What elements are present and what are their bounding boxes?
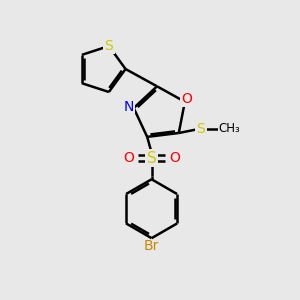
Text: O: O — [181, 92, 192, 106]
Text: S: S — [196, 122, 205, 136]
Text: S: S — [147, 151, 157, 166]
Text: O: O — [169, 151, 180, 165]
Text: O: O — [123, 151, 134, 165]
Text: Br: Br — [144, 239, 159, 254]
Text: N: N — [123, 100, 134, 114]
Text: S: S — [104, 39, 113, 53]
Text: CH₃: CH₃ — [219, 122, 241, 135]
